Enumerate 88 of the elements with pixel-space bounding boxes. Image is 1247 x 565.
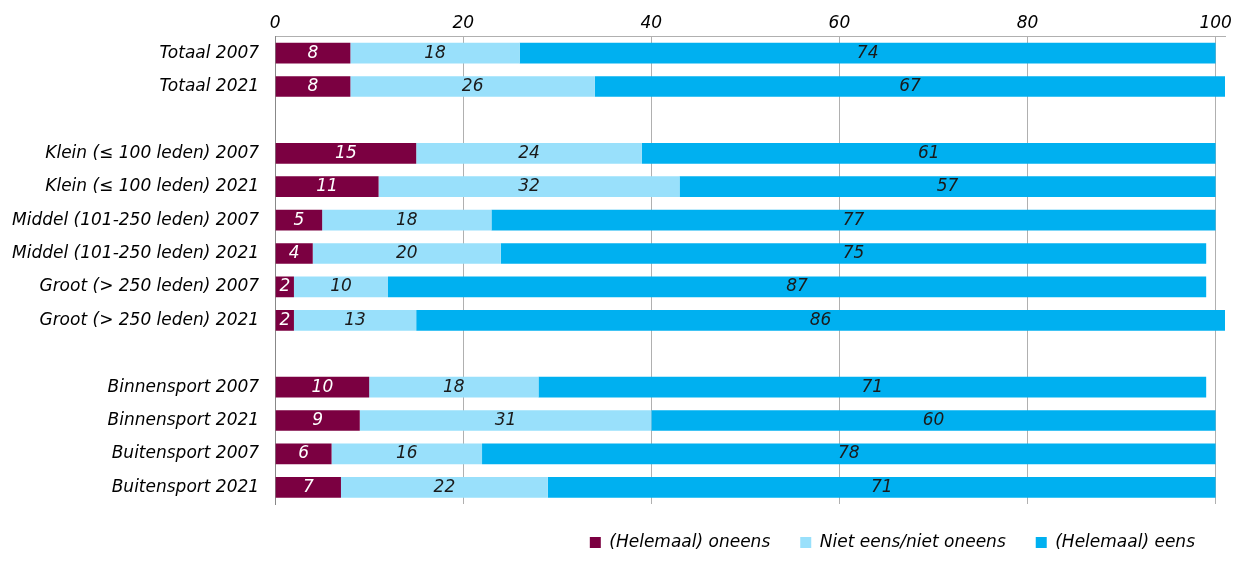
data-label: 16 [395,442,418,463]
data-label: 7 [302,475,314,496]
data-label: 86 [809,308,832,329]
data-label: 74 [856,41,879,62]
y-tick-label: Middel (101-250 leden) 2007 [11,208,260,229]
bar [387,276,1207,298]
bar [482,443,1216,465]
bar [331,443,483,465]
legend-label: (Helemaal) eens [1055,530,1196,551]
y-tick-label: Binnensport 2021 [107,408,260,429]
data-label: 10 [330,275,352,296]
bar [359,410,652,431]
bar [538,376,1207,398]
bar [275,142,417,164]
bar [350,42,520,64]
bar [500,243,1207,264]
y-tick-label: Totaal 2007 [159,41,260,62]
bar [651,410,1216,431]
bar [416,142,642,164]
x-tick-label: 20 [452,11,475,32]
bar [322,209,492,231]
bar [275,410,360,431]
data-label: 8 [307,41,319,62]
bar [293,276,388,298]
data-label: 18 [395,208,418,229]
data-label: 57 [936,175,959,196]
data-label: 26 [461,74,484,95]
data-label: 75 [842,241,865,262]
data-label: 18 [424,41,447,62]
bar [378,176,680,198]
bar [594,76,1225,97]
legend-label: Niet eens/niet oneens [819,530,1006,551]
bar [275,176,379,198]
y-tick-label: Groot (> 250 leden) 2007 [39,275,260,296]
data-label: 13 [344,308,366,329]
bar [519,42,1216,64]
bar [416,309,1225,331]
data-label: 60 [922,408,945,429]
data-label: 78 [837,442,860,463]
bar [275,243,313,264]
data-label: 9 [312,408,324,429]
bar [679,176,1216,198]
y-tick-label: Buitensport 2021 [111,475,260,496]
data-label: 2 [279,275,291,296]
data-label: 71 [861,375,884,396]
data-label: 6 [298,442,310,463]
data-label: 22 [433,475,456,496]
data-label: 2 [279,308,291,329]
y-tick-label: Groot (> 250 leden) 2021 [39,308,260,329]
x-tick-label: 100 [1199,11,1232,32]
data-label: 87 [786,275,809,296]
y-tick-label: Middel (101-250 leden) 2021 [11,241,260,262]
y-tick-label: Binnensport 2007 [107,375,260,396]
data-label: 15 [335,141,357,162]
data-label: 32 [518,175,540,196]
bar [312,243,501,264]
x-tick-label: 60 [828,11,851,32]
data-label: 5 [293,208,305,229]
bar [340,476,548,498]
y-tick-label: Klein (≤ 100 leden) 2007 [45,141,260,162]
bar [275,476,341,498]
data-label: 10 [311,375,334,396]
legend-label: (Helemaal) oneens [609,530,771,551]
data-label: 71 [870,475,893,496]
bar [275,42,351,64]
data-label: 4 [288,241,300,262]
data-label: 77 [842,208,865,229]
data-label: 11 [316,175,338,196]
x-tick-label: 80 [1016,11,1039,32]
data-label: 31 [494,408,517,429]
x-tick-label: 40 [640,11,663,32]
data-label: 8 [307,74,319,95]
y-tick-label: Totaal 2021 [159,74,260,95]
data-label: 18 [443,375,465,396]
y-tick-label: Klein (≤ 100 leden) 2021 [45,175,260,196]
y-tick-label: Buitensport 2007 [111,442,260,463]
bar [275,76,351,97]
data-label: 24 [518,141,540,162]
bar [369,376,539,398]
bar [293,309,417,331]
bar [350,76,595,97]
data-label: 67 [899,74,921,95]
data-label: 20 [395,241,418,262]
data-label: 61 [917,141,940,162]
bar [641,142,1216,164]
x-tick-label: 0 [269,11,281,32]
bar [491,209,1216,231]
bar [547,476,1216,498]
